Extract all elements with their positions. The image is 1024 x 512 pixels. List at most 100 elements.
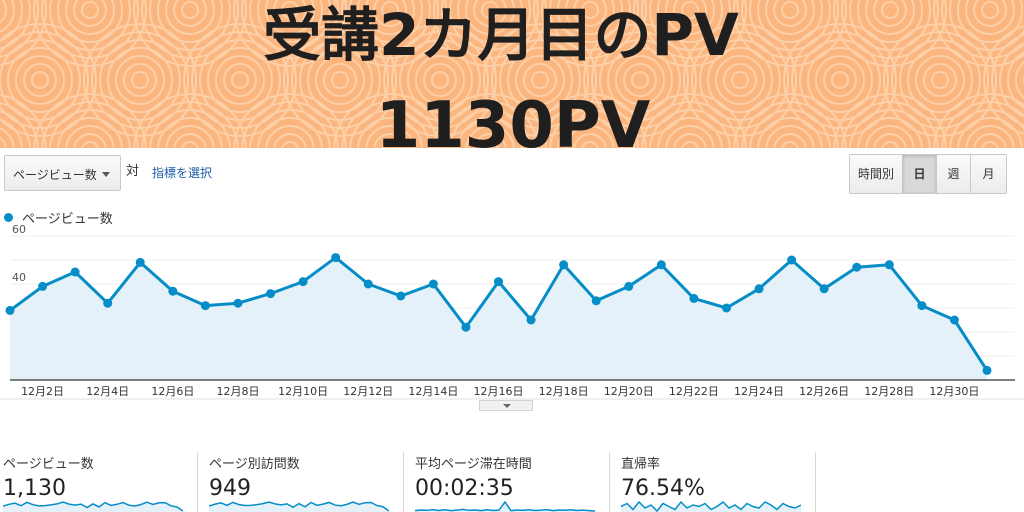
pattern-ring bbox=[781, 1, 799, 19]
y-tick-label: 60 bbox=[12, 223, 26, 236]
data-point[interactable] bbox=[656, 260, 666, 270]
pattern-ring bbox=[531, 71, 549, 89]
data-point[interactable] bbox=[428, 279, 438, 289]
granularity-month-button[interactable]: 月 bbox=[970, 155, 1006, 193]
pattern-ring bbox=[633, 93, 747, 148]
pattern-ring bbox=[707, 47, 773, 113]
pattern-ring bbox=[541, 101, 639, 148]
data-point[interactable] bbox=[721, 303, 731, 313]
x-tick-label: 12月12日 bbox=[343, 385, 393, 398]
pattern-ring bbox=[407, 47, 473, 113]
sparkline-line bbox=[621, 500, 801, 512]
scorecard-label: ページ別訪問数 bbox=[209, 457, 300, 472]
x-tick-label: 12月6日 bbox=[151, 385, 194, 398]
pattern-ring bbox=[0, 0, 47, 67]
pattern-ring bbox=[249, 0, 331, 51]
pattern-ring bbox=[491, 31, 589, 129]
scorecard-divider bbox=[609, 452, 610, 512]
data-point[interactable] bbox=[5, 305, 15, 315]
pattern-ring bbox=[57, 117, 123, 148]
sparkline-area bbox=[415, 502, 595, 512]
scorecard-bounce-rate[interactable]: 直帰率 76.54% bbox=[621, 448, 826, 512]
data-point[interactable] bbox=[982, 365, 992, 375]
pattern-ring bbox=[381, 1, 399, 19]
pattern-ring bbox=[673, 0, 707, 27]
pattern-ring bbox=[433, 0, 547, 67]
metric-select[interactable]: ページビュー数 bbox=[4, 155, 121, 191]
pattern-ring bbox=[481, 1, 499, 19]
pattern-ring bbox=[757, 117, 823, 148]
scorecard-unique-pageviews[interactable]: ページ別訪問数 949 bbox=[209, 448, 414, 512]
chart-resize-handle[interactable] bbox=[479, 400, 533, 411]
data-point[interactable] bbox=[135, 257, 145, 267]
pattern-ring bbox=[773, 133, 807, 148]
pattern-ring bbox=[533, 0, 647, 67]
data-point[interactable] bbox=[787, 255, 797, 265]
data-point[interactable] bbox=[363, 279, 373, 289]
pattern-ring bbox=[73, 0, 107, 27]
pattern-ring bbox=[765, 125, 815, 148]
pattern-ring bbox=[557, 0, 623, 43]
data-point[interactable] bbox=[38, 281, 48, 291]
sparkline-area bbox=[3, 502, 183, 512]
data-point[interactable] bbox=[526, 315, 536, 325]
pattern-ring bbox=[231, 71, 249, 89]
data-point[interactable] bbox=[624, 281, 634, 291]
x-tick-label: 12月16日 bbox=[474, 385, 524, 398]
pattern-ring bbox=[673, 133, 707, 148]
data-point[interactable] bbox=[103, 298, 113, 308]
x-tick-label: 12月28日 bbox=[864, 385, 914, 398]
data-point[interactable] bbox=[591, 296, 601, 306]
scorecard-pageviews[interactable]: ページビュー数 1,130 bbox=[3, 448, 208, 512]
granularity-hourly-button[interactable]: 時間別 bbox=[850, 155, 902, 193]
data-point[interactable] bbox=[819, 284, 829, 294]
data-point[interactable] bbox=[266, 289, 276, 299]
data-point[interactable] bbox=[70, 267, 80, 277]
data-point[interactable] bbox=[689, 293, 699, 303]
pattern-ring bbox=[49, 109, 131, 148]
data-point[interactable] bbox=[494, 277, 503, 287]
data-point[interactable] bbox=[917, 301, 927, 311]
data-point[interactable] bbox=[461, 322, 471, 332]
data-point[interactable] bbox=[559, 260, 569, 270]
data-point[interactable] bbox=[852, 262, 862, 272]
select-metric-link[interactable]: 指標を選択 bbox=[152, 166, 213, 180]
pattern-ring bbox=[1007, 51, 1024, 109]
granularity-day-button[interactable]: 日 bbox=[902, 155, 936, 193]
banner-circle-pattern bbox=[0, 0, 1024, 148]
data-point[interactable] bbox=[233, 298, 243, 308]
pattern-ring bbox=[0, 0, 39, 58]
data-point[interactable] bbox=[949, 315, 959, 325]
data-point[interactable] bbox=[168, 286, 178, 296]
pattern-ring bbox=[281, 1, 299, 19]
scorecard-avg-time-on-page[interactable]: 平均ページ滞在時間 00:02:35 bbox=[415, 448, 620, 512]
pattern-ring bbox=[365, 125, 415, 148]
scorecard-divider bbox=[197, 452, 198, 512]
pattern-ring bbox=[591, 31, 689, 129]
pattern-ring bbox=[315, 55, 365, 105]
data-point[interactable] bbox=[754, 284, 764, 294]
granularity-week-button[interactable]: 週 bbox=[936, 155, 970, 193]
pattern-ring bbox=[965, 0, 1015, 35]
pattern-ring bbox=[65, 0, 115, 35]
banner-title: 受講2カ月目のPV bbox=[263, 1, 739, 69]
pattern-ring bbox=[565, 125, 615, 148]
data-point[interactable] bbox=[884, 260, 894, 270]
data-point[interactable] bbox=[200, 301, 210, 311]
pattern-ring bbox=[549, 109, 631, 148]
sparkline-area bbox=[209, 502, 389, 512]
data-point[interactable] bbox=[298, 277, 308, 287]
pattern-ring bbox=[349, 109, 431, 148]
scorecard-value: 00:02:35 bbox=[415, 476, 514, 501]
pattern-ring bbox=[641, 101, 739, 148]
pattern-ring bbox=[583, 23, 697, 137]
pattern-ring bbox=[507, 47, 573, 113]
pattern-ring bbox=[465, 125, 515, 148]
pattern-ring bbox=[857, 117, 923, 148]
pattern-ring bbox=[565, 0, 615, 35]
data-point[interactable] bbox=[331, 253, 341, 263]
pattern-ring bbox=[215, 55, 265, 105]
data-point[interactable] bbox=[396, 291, 406, 301]
pattern-ring bbox=[533, 93, 647, 148]
pattern-ring bbox=[241, 0, 339, 59]
